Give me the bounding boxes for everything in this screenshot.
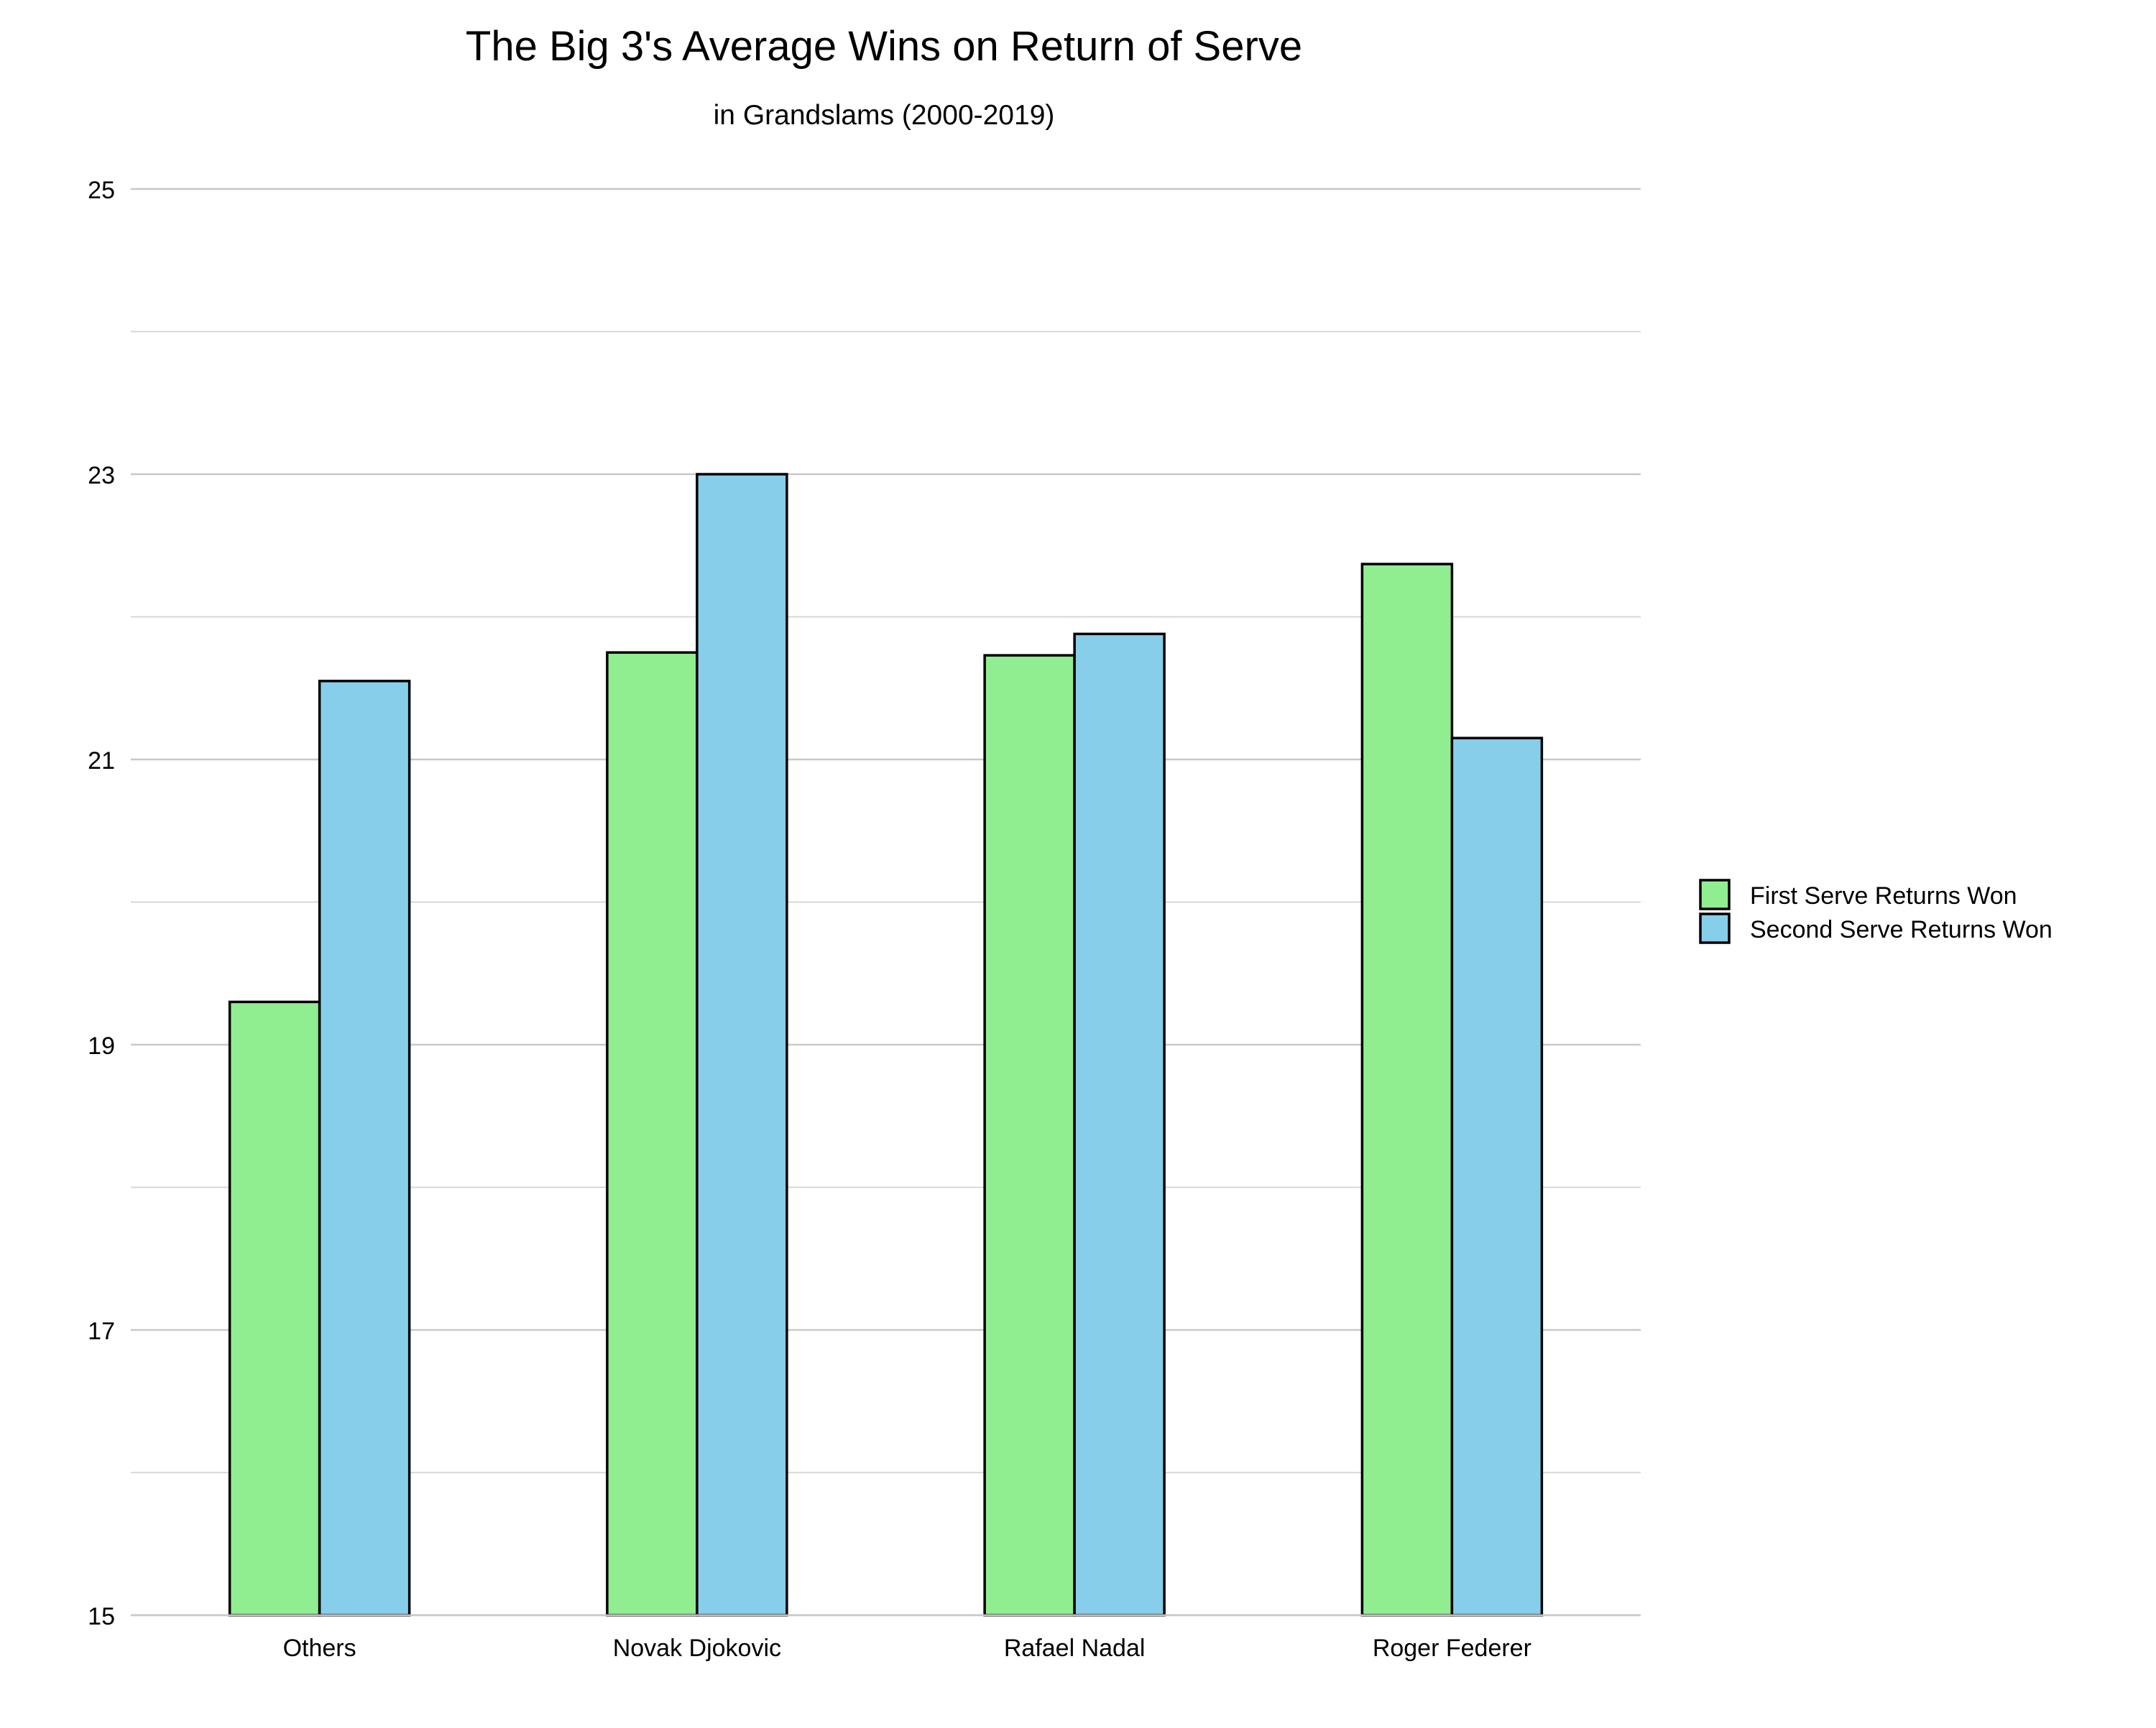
x-tick-label: Novak Djokovic	[613, 1635, 781, 1662]
y-tick-label: 25	[88, 177, 115, 204]
y-tick-label: 19	[88, 1032, 115, 1060]
bar-second-serve	[696, 473, 788, 1617]
bar-first-serve	[1360, 563, 1454, 1617]
y-tick-label: 15	[88, 1603, 115, 1630]
y-axis: 15 17 19 21 23 25	[88, 177, 115, 1630]
bar-second-serve	[318, 680, 411, 1617]
bar-first-serve	[228, 1000, 321, 1617]
y-tick-label: 17	[88, 1318, 115, 1345]
bar-second-serve	[1073, 632, 1166, 1617]
legend-key	[1699, 879, 1731, 910]
legend-key	[1699, 912, 1731, 944]
x-tick-label: Rafael Nadal	[1004, 1635, 1146, 1662]
legend-label: Second Serve Returns Won	[1750, 916, 2053, 943]
x-axis: Others Novak Djokovic Rafael Nadal Roger Fe…	[131, 1614, 1641, 1662]
bar-second-serve	[1450, 736, 1544, 1617]
chart-subtitle: in Grandslams (2000-2019)	[714, 100, 1055, 131]
bar-first-serve	[983, 654, 1076, 1617]
y-tick-label: 21	[88, 747, 115, 775]
bars	[228, 473, 1544, 1617]
legend: First Serve Returns Won Second Serve Retu…	[1699, 879, 2053, 944]
x-tick-label: Others	[283, 1635, 356, 1662]
bar-first-serve	[606, 651, 699, 1617]
y-tick-label: 23	[88, 462, 115, 489]
x-tick-label: Roger Federer	[1373, 1635, 1531, 1662]
chart-title: The Big 3's Average Wins on Return of Se…	[466, 23, 1302, 70]
legend-label: First Serve Returns Won	[1750, 882, 2017, 910]
